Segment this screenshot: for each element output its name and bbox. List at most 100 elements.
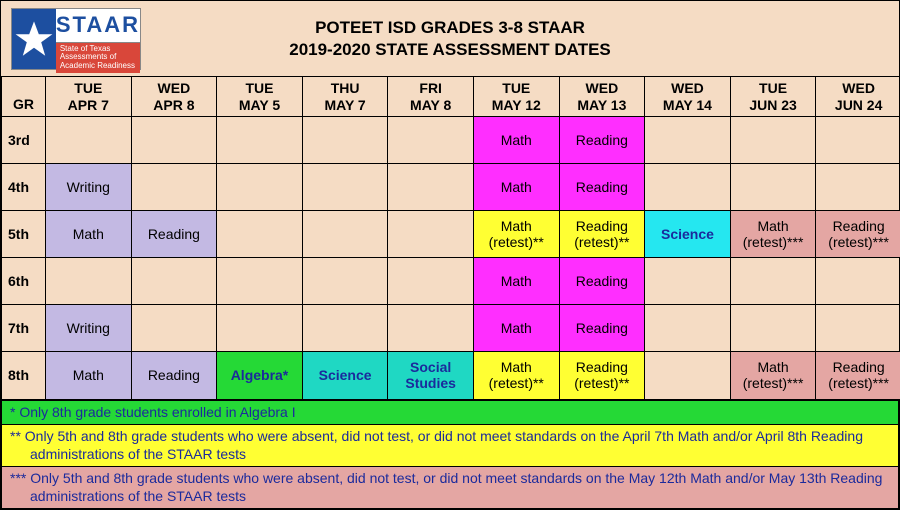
title-line-1: POTEET ISD GRADES 3-8 STAAR (141, 17, 759, 38)
grade-cell: 6th (2, 258, 46, 305)
col-header-date: WEDAPR 8 (131, 77, 217, 117)
assessment-cell (131, 164, 217, 211)
assessment-cell (131, 258, 217, 305)
assessment-cell (730, 305, 816, 352)
assessment-cell (217, 164, 303, 211)
header: STAAR State of Texas Assessments of Acad… (1, 1, 899, 76)
assessment-cell: Math (retest)** (473, 211, 559, 258)
table-row: 5thMathReadingMath (retest)**Reading (re… (2, 211, 900, 258)
assessment-cell (302, 305, 388, 352)
table-row: 8thMathReadingAlgebra*ScienceSocial Stud… (2, 352, 900, 399)
staar-logo: STAAR State of Texas Assessments of Acad… (11, 8, 141, 70)
footnote: ** Only 5th and 8th grade students who w… (1, 425, 899, 467)
assessment-cell (816, 305, 900, 352)
assessment-cell (388, 258, 474, 305)
assessment-cell: Reading (retest)** (559, 211, 645, 258)
title-line-2: 2019-2020 STATE ASSESSMENT DATES (141, 39, 759, 60)
footnote: * Only 8th grade students enrolled in Al… (1, 401, 899, 426)
grade-cell: 4th (2, 164, 46, 211)
assessment-cell (302, 117, 388, 164)
col-header-date: WEDJUN 24 (816, 77, 900, 117)
assessment-cell: Math (retest)*** (730, 352, 816, 399)
assessment-cell: Reading (131, 211, 217, 258)
assessment-table: GRTUEAPR 7WEDAPR 8TUEMAY 5THUMAY 7FRIMAY… (1, 76, 900, 400)
assessment-cell (388, 305, 474, 352)
col-header-date: THUMAY 7 (302, 77, 388, 117)
col-header-date: WEDMAY 13 (559, 77, 645, 117)
table-row: 7thWriting MathReading (2, 305, 900, 352)
col-header-date: WEDMAY 14 (645, 77, 731, 117)
assessment-cell: Reading (559, 305, 645, 352)
assessment-cell (645, 117, 731, 164)
assessment-cell: Social Studies (388, 352, 474, 399)
assessment-cell (46, 258, 132, 305)
assessment-cell (217, 305, 303, 352)
assessment-cell (816, 117, 900, 164)
assessment-cell (131, 117, 217, 164)
assessment-cell: Science (645, 211, 731, 258)
table-row: 3rd MathReading (2, 117, 900, 164)
assessment-cell (217, 211, 303, 258)
assessment-cell: Writing (46, 164, 132, 211)
assessment-cell: Reading (559, 117, 645, 164)
col-header-date: FRIMAY 8 (388, 77, 474, 117)
grade-cell: 5th (2, 211, 46, 258)
assessment-cell (302, 164, 388, 211)
logo-tagline: State of Texas Assessments of Academic R… (56, 43, 140, 73)
assessment-cell: Math (retest)** (473, 352, 559, 399)
assessment-cell (645, 164, 731, 211)
assessment-cell (645, 305, 731, 352)
assessment-cell (730, 117, 816, 164)
assessment-cell: Math (retest)*** (730, 211, 816, 258)
grade-cell: 8th (2, 352, 46, 399)
assessment-cell (645, 352, 731, 399)
assessment-cell: Writing (46, 305, 132, 352)
assessment-cell (388, 211, 474, 258)
assessment-cell (131, 305, 217, 352)
assessment-cell (816, 164, 900, 211)
col-header-date: TUEMAY 5 (217, 77, 303, 117)
table-row: 6th MathReading (2, 258, 900, 305)
page: STAAR State of Texas Assessments of Acad… (0, 0, 900, 510)
assessment-cell (302, 211, 388, 258)
assessment-cell (388, 164, 474, 211)
grade-cell: 3rd (2, 117, 46, 164)
assessment-cell: Reading (retest)** (559, 352, 645, 399)
assessment-cell: Math (473, 164, 559, 211)
assessment-cell: Reading (retest)*** (816, 352, 900, 399)
col-header-gr: GR (2, 77, 46, 117)
table-row: 4thWriting MathReading (2, 164, 900, 211)
assessment-cell: Science (302, 352, 388, 399)
grade-cell: 7th (2, 305, 46, 352)
footnote: *** Only 5th and 8th grade students who … (1, 467, 899, 509)
table-header: GRTUEAPR 7WEDAPR 8TUEMAY 5THUMAY 7FRIMAY… (2, 77, 900, 117)
assessment-cell: Reading (retest)*** (816, 211, 900, 258)
assessment-cell (217, 117, 303, 164)
col-header-date: TUEJUN 23 (730, 77, 816, 117)
assessment-cell (217, 258, 303, 305)
assessment-cell: Math (473, 117, 559, 164)
star-icon (12, 9, 56, 69)
col-header-date: TUEMAY 12 (473, 77, 559, 117)
page-title: POTEET ISD GRADES 3-8 STAAR 2019-2020 ST… (141, 17, 759, 60)
assessment-cell (46, 117, 132, 164)
assessment-cell: Math (473, 258, 559, 305)
footnotes: * Only 8th grade students enrolled in Al… (1, 400, 899, 510)
assessment-cell (730, 258, 816, 305)
assessment-cell (302, 258, 388, 305)
assessment-cell (816, 258, 900, 305)
assessment-cell (645, 258, 731, 305)
assessment-cell (730, 164, 816, 211)
logo-word: STAAR (56, 9, 140, 43)
assessment-cell: Math (46, 211, 132, 258)
assessment-cell (388, 117, 474, 164)
table-body: 3rdMathReading4thWritingMathReading5thMa… (2, 117, 900, 400)
assessment-cell: Reading (559, 164, 645, 211)
col-header-date: TUEAPR 7 (46, 77, 132, 117)
assessment-cell: Math (46, 352, 132, 399)
logo-text-block: STAAR State of Texas Assessments of Acad… (56, 9, 140, 69)
assessment-cell: Reading (131, 352, 217, 399)
assessment-cell: Reading (559, 258, 645, 305)
assessment-cell: Algebra* (217, 352, 303, 399)
assessment-cell: Math (473, 305, 559, 352)
